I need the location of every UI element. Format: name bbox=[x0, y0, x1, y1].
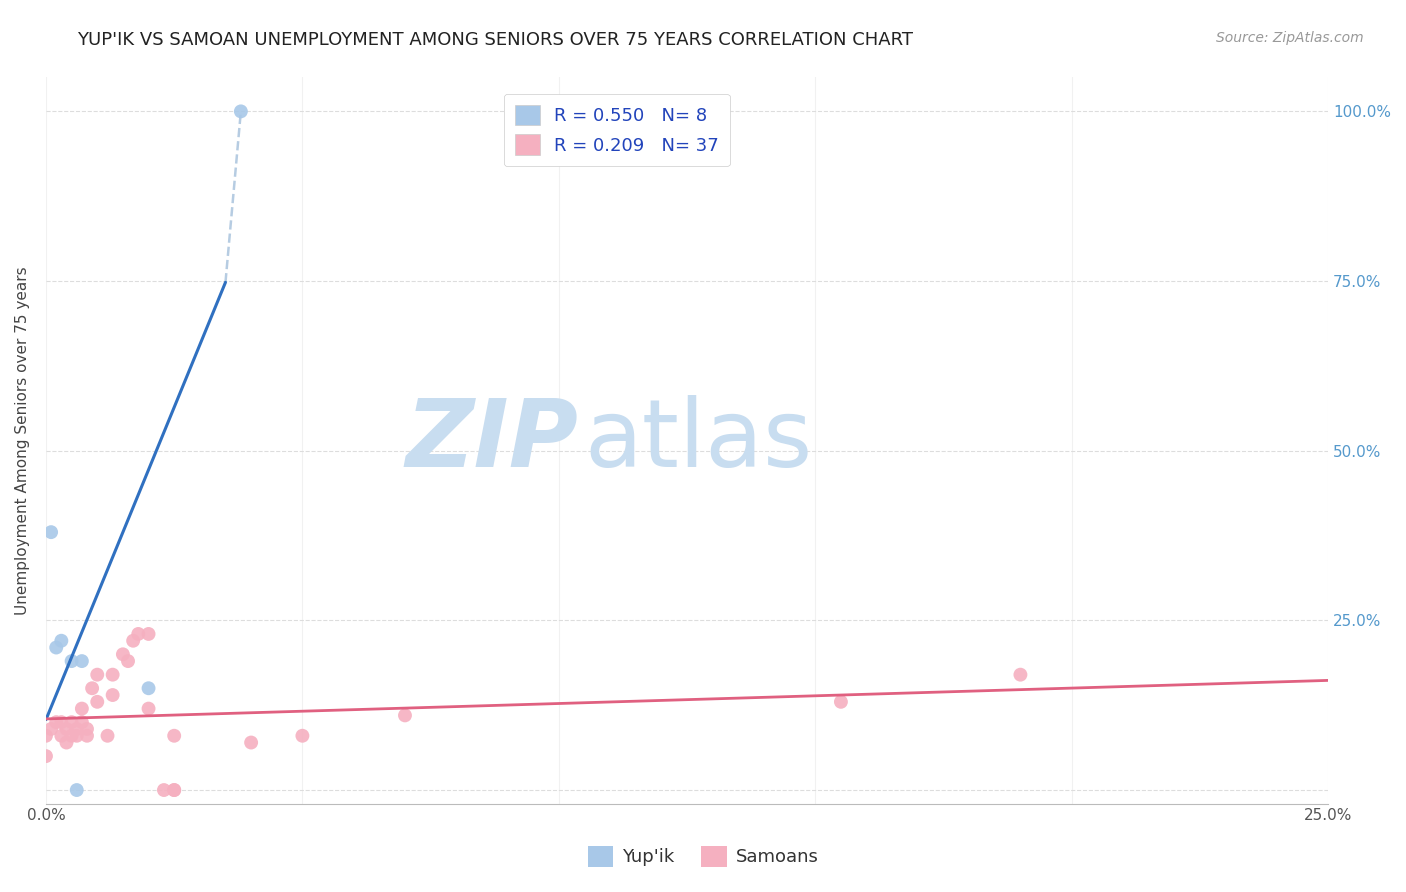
Point bbox=[35, 729, 58, 743]
Point bbox=[394, 708, 416, 723]
Text: atlas: atlas bbox=[585, 394, 813, 486]
Point bbox=[117, 654, 139, 668]
Legend: R = 0.550   N= 8, R = 0.209   N= 37: R = 0.550 N= 8, R = 0.209 N= 37 bbox=[503, 94, 730, 166]
Point bbox=[163, 783, 186, 797]
Point bbox=[163, 783, 186, 797]
Text: YUP'IK VS SAMOAN UNEMPLOYMENT AMONG SENIORS OVER 75 YEARS CORRELATION CHART: YUP'IK VS SAMOAN UNEMPLOYMENT AMONG SENI… bbox=[77, 31, 914, 49]
Point bbox=[60, 715, 83, 730]
Text: ZIP: ZIP bbox=[405, 394, 578, 486]
Point bbox=[122, 633, 145, 648]
Point bbox=[55, 735, 77, 749]
Point bbox=[45, 715, 67, 730]
Point bbox=[86, 667, 108, 681]
Point bbox=[39, 722, 62, 736]
Point bbox=[1010, 667, 1032, 681]
Point bbox=[60, 729, 83, 743]
Point bbox=[76, 729, 98, 743]
Point bbox=[96, 729, 118, 743]
Point bbox=[76, 722, 98, 736]
Point bbox=[60, 654, 83, 668]
Point bbox=[70, 654, 93, 668]
Point bbox=[138, 701, 160, 715]
Point bbox=[291, 729, 314, 743]
Point bbox=[51, 633, 73, 648]
Point bbox=[35, 749, 58, 764]
Point bbox=[138, 627, 160, 641]
Point bbox=[55, 722, 77, 736]
Legend: Yup'ik, Samoans: Yup'ik, Samoans bbox=[581, 838, 825, 874]
Point bbox=[101, 667, 124, 681]
Point bbox=[101, 688, 124, 702]
Point bbox=[51, 729, 73, 743]
Point bbox=[70, 701, 93, 715]
Point bbox=[830, 695, 852, 709]
Point bbox=[229, 104, 252, 119]
Point bbox=[163, 729, 186, 743]
Point bbox=[138, 681, 160, 696]
Point bbox=[86, 695, 108, 709]
Point bbox=[39, 525, 62, 540]
Point bbox=[153, 783, 176, 797]
Point bbox=[66, 722, 89, 736]
Point bbox=[66, 729, 89, 743]
Point bbox=[127, 627, 149, 641]
Point bbox=[51, 715, 73, 730]
Point bbox=[111, 648, 134, 662]
Point bbox=[45, 640, 67, 655]
Point bbox=[70, 715, 93, 730]
Point bbox=[240, 735, 263, 749]
Point bbox=[66, 783, 89, 797]
Point bbox=[82, 681, 104, 696]
Text: Source: ZipAtlas.com: Source: ZipAtlas.com bbox=[1216, 31, 1364, 45]
Y-axis label: Unemployment Among Seniors over 75 years: Unemployment Among Seniors over 75 years bbox=[15, 266, 30, 615]
